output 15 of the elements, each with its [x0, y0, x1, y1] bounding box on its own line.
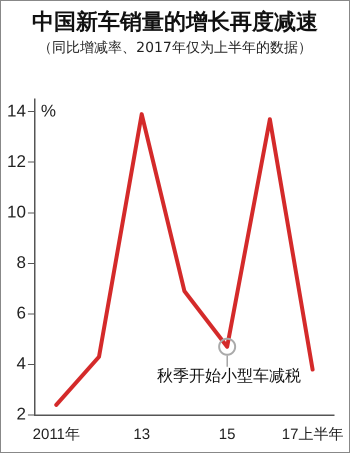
- x-tick-label: 13: [133, 426, 150, 444]
- chart-title: 中国新车销量的增长再度减速: [31, 8, 319, 37]
- x-tick-label: 15: [218, 426, 236, 444]
- chart-subtitle: （同比增减率、2017年仅为上半年的数据）: [37, 39, 313, 57]
- annotation: 秋季开始小型车减税: [157, 366, 302, 385]
- y-tick-label: 2: [16, 404, 26, 424]
- x-tick-label: 2011年: [32, 426, 80, 444]
- y-tick-label: 10: [6, 202, 26, 222]
- y-tick-label: 12: [6, 152, 26, 171]
- y-tick-label: 8: [16, 253, 26, 272]
- y-axis-title: %: [40, 101, 56, 120]
- y-tick-label: 14: [6, 101, 26, 120]
- x-tick-label: 17上半年: [282, 426, 344, 444]
- y-tick-label: 6: [16, 304, 26, 323]
- y-tick-label: 4: [16, 354, 26, 374]
